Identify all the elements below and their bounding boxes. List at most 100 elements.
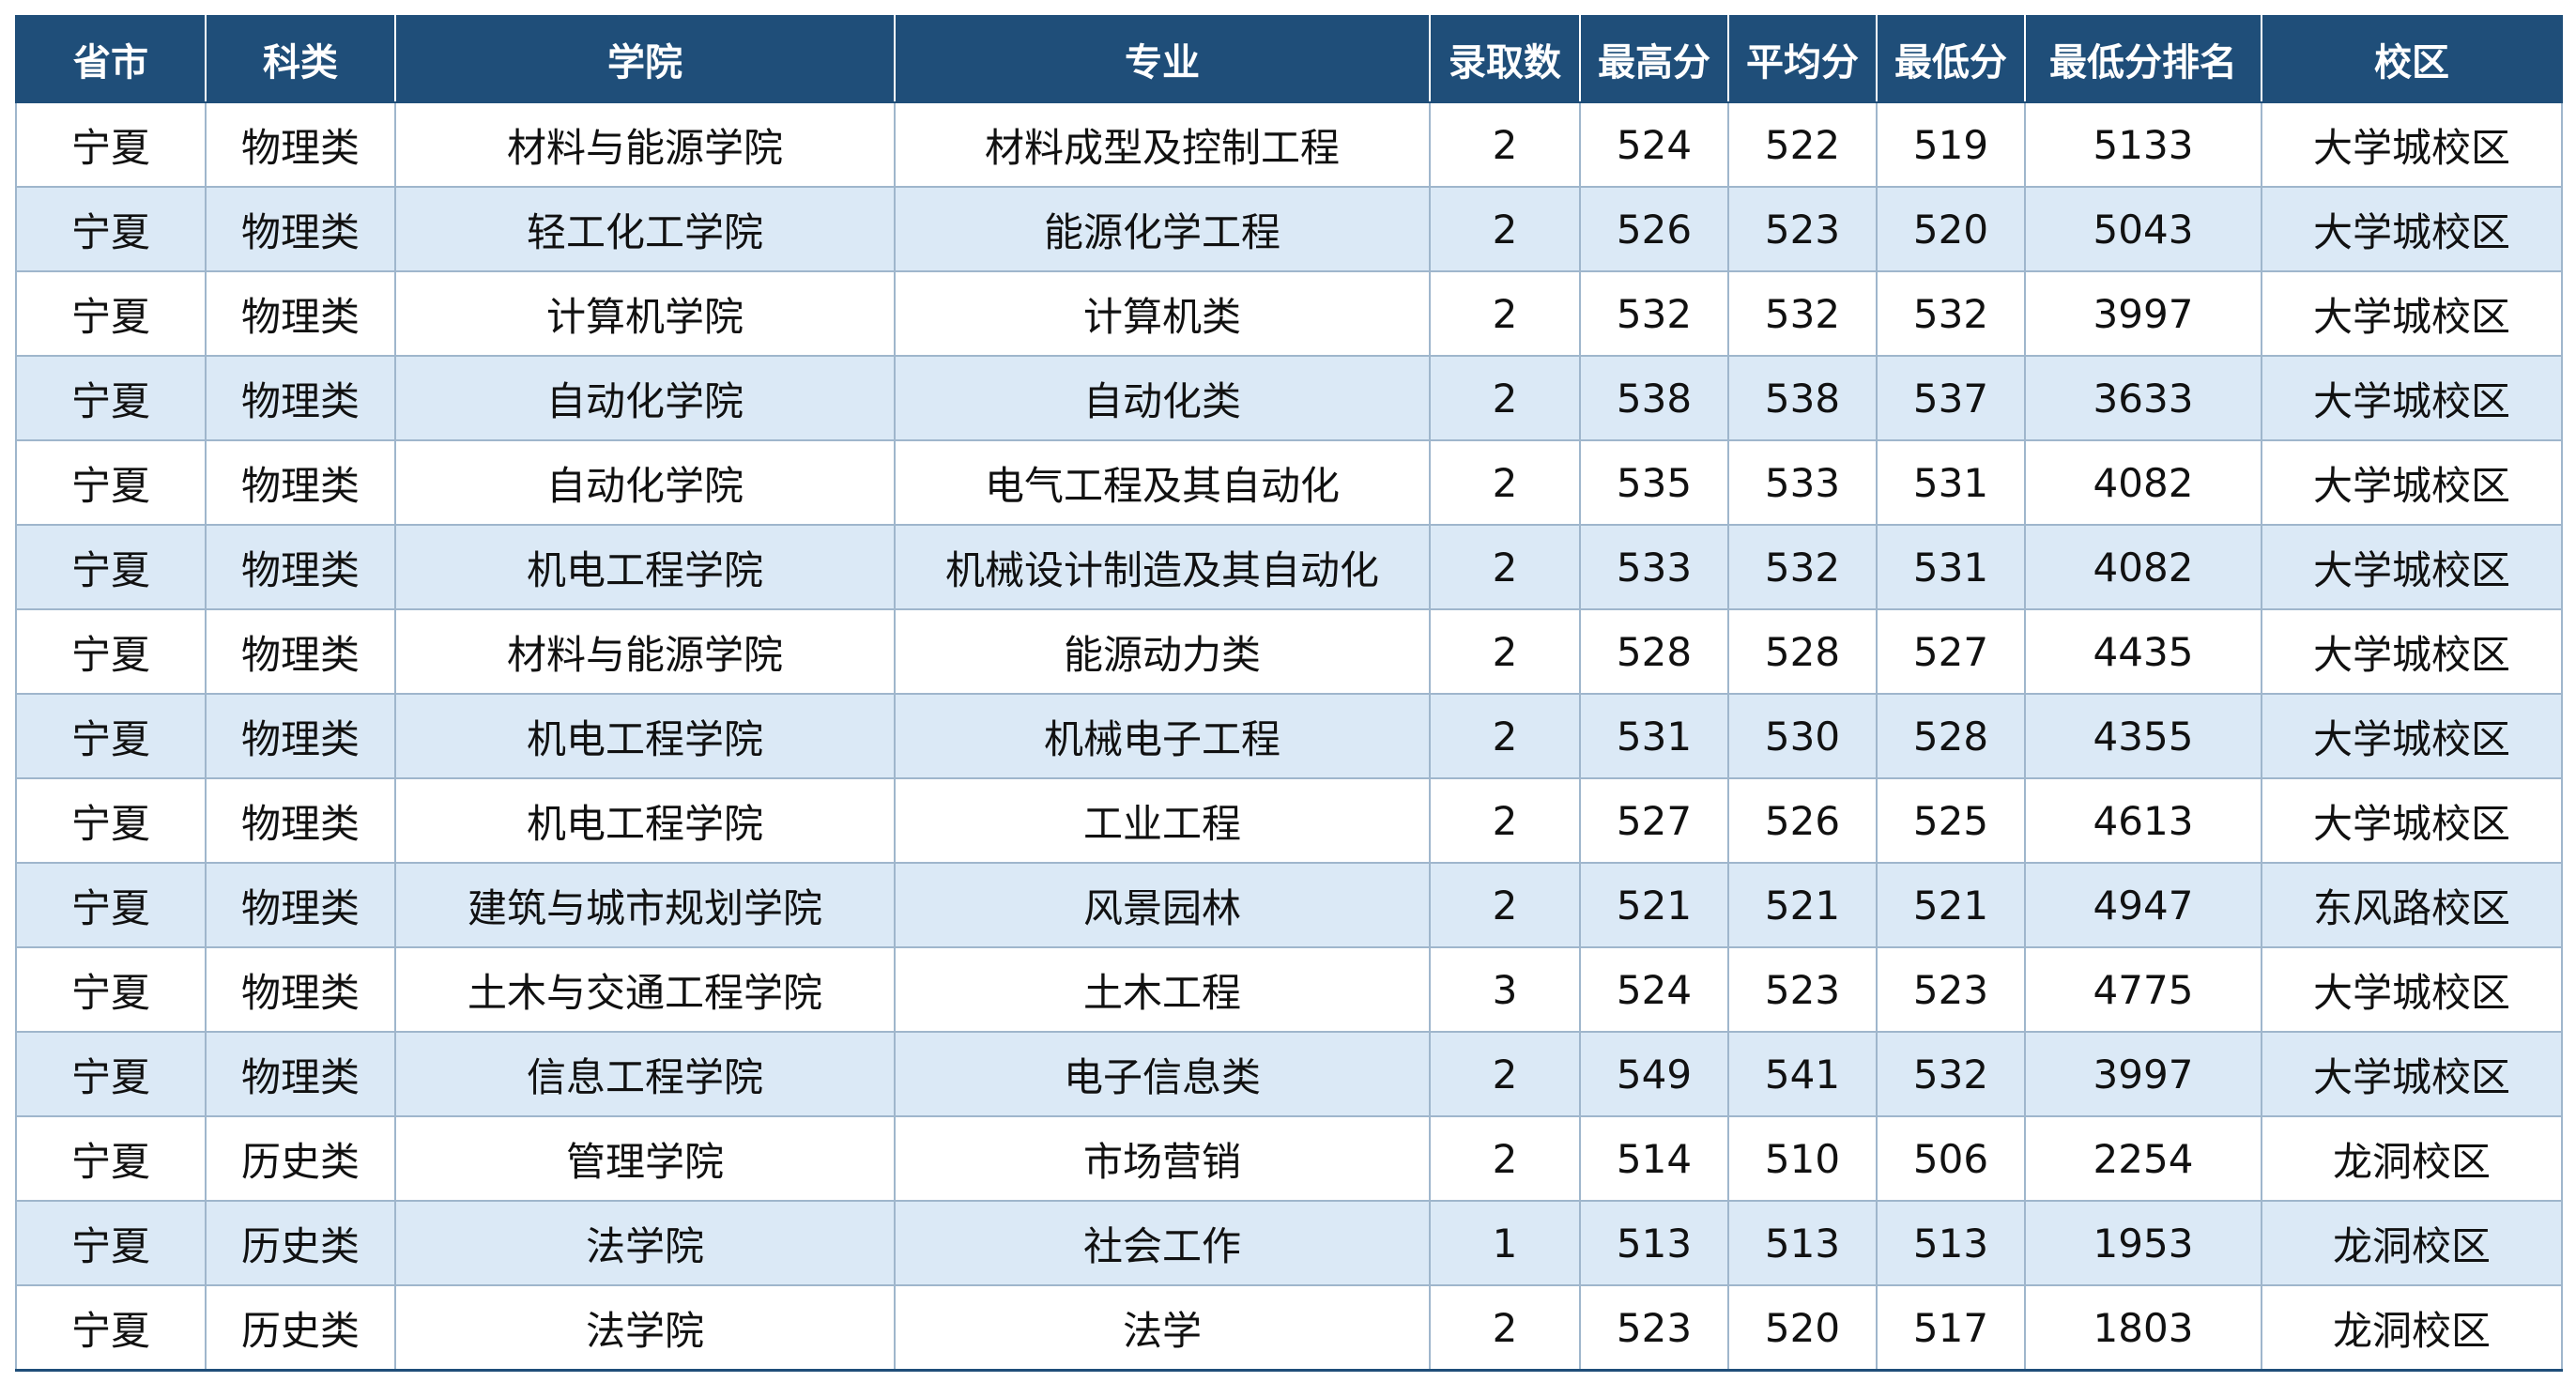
cell-lowest-score-rank: 1803: [2024, 1284, 2262, 1372]
cell-province: 宁夏: [15, 439, 207, 526]
header-admitted-count: 录取数: [1429, 15, 1581, 103]
cell-major: 社会工作: [894, 1200, 1431, 1286]
cell-lowest-score: 532: [1876, 1031, 2026, 1117]
table-row: 宁夏 物理类 机电工程学院 机械电子工程 2 531 530 528 4355 大学城校区: [15, 693, 2563, 779]
table-row: 宁夏 物理类 机电工程学院 工业工程 2 527 526 525 4613 大学城校区: [15, 777, 2563, 864]
cell-province: 宁夏: [15, 270, 207, 357]
cell-province: 宁夏: [15, 1115, 207, 1202]
cell-highest-score: 526: [1579, 186, 1729, 272]
cell-admitted-count: 2: [1429, 1115, 1581, 1202]
cell-campus: 龙洞校区: [2261, 1200, 2563, 1286]
table-row: 宁夏 物理类 材料与能源学院 能源动力类 2 528 528 527 4435 大学城校区: [15, 608, 2563, 695]
cell-lowest-score-rank: 3997: [2024, 270, 2262, 357]
cell-lowest-score-rank: 3633: [2024, 355, 2262, 441]
table-row: 宁夏 物理类 计算机学院 计算机类 2 532 532 532 3997 大学城校区: [15, 270, 2563, 357]
cell-subject-category: 历史类: [205, 1115, 396, 1202]
table-row: 宁夏 物理类 自动化学院 自动化类 2 538 538 537 3633 大学城校区: [15, 355, 2563, 441]
cell-admitted-count: 2: [1429, 270, 1581, 357]
cell-subject-category: 物理类: [205, 439, 396, 526]
table-row: 宁夏 物理类 机电工程学院 机械设计制造及其自动化 2 533 532 531 4082 大学城校…: [15, 524, 2563, 610]
cell-major: 风景园林: [894, 862, 1431, 948]
cell-admitted-count: 2: [1429, 1031, 1581, 1117]
cell-highest-score: 535: [1579, 439, 1729, 526]
cell-campus: 大学城校区: [2261, 101, 2563, 188]
table-header: 省市 科类 学院 专业 录取数 最高分 平均分 最低分 最低分排名 校区: [15, 15, 2563, 103]
cell-province: 宁夏: [15, 1200, 207, 1286]
cell-subject-category: 物理类: [205, 355, 396, 441]
cell-lowest-score: 519: [1876, 101, 2026, 188]
cell-average-score: 528: [1727, 608, 1878, 695]
table-row: 宁夏 历史类 法学院 法学 2 523 520 517 1803 龙洞校区: [15, 1284, 2563, 1372]
header-major: 专业: [894, 15, 1431, 103]
cell-subject-category: 物理类: [205, 101, 396, 188]
cell-lowest-score: 521: [1876, 862, 2026, 948]
table-row: 宁夏 历史类 管理学院 市场营销 2 514 510 506 2254 龙洞校区: [15, 1115, 2563, 1202]
cell-province: 宁夏: [15, 186, 207, 272]
cell-college: 轻工化工学院: [394, 186, 896, 272]
cell-major: 计算机类: [894, 270, 1431, 357]
cell-average-score: 510: [1727, 1115, 1878, 1202]
cell-subject-category: 物理类: [205, 608, 396, 695]
cell-major: 机械设计制造及其自动化: [894, 524, 1431, 610]
table-row: 宁夏 历史类 法学院 社会工作 1 513 513 513 1953 龙洞校区: [15, 1200, 2563, 1286]
cell-average-score: 532: [1727, 524, 1878, 610]
cell-lowest-score-rank: 1953: [2024, 1200, 2262, 1286]
cell-lowest-score-rank: 5133: [2024, 101, 2262, 188]
table-row: 宁夏 物理类 信息工程学院 电子信息类 2 549 541 532 3997 大学城校区: [15, 1031, 2563, 1117]
cell-highest-score: 532: [1579, 270, 1729, 357]
cell-average-score: 532: [1727, 270, 1878, 357]
cell-average-score: 541: [1727, 1031, 1878, 1117]
cell-college: 法学院: [394, 1200, 896, 1286]
cell-average-score: 521: [1727, 862, 1878, 948]
cell-average-score: 523: [1727, 186, 1878, 272]
cell-average-score: 523: [1727, 946, 1878, 1033]
table-row: 宁夏 物理类 轻工化工学院 能源化学工程 2 526 523 520 5043 大学城校区: [15, 186, 2563, 272]
cell-subject-category: 物理类: [205, 1031, 396, 1117]
cell-major: 工业工程: [894, 777, 1431, 864]
cell-college: 建筑与城市规划学院: [394, 862, 896, 948]
cell-lowest-score-rank: 5043: [2024, 186, 2262, 272]
cell-lowest-score-rank: 4082: [2024, 439, 2262, 526]
cell-highest-score: 524: [1579, 946, 1729, 1033]
cell-lowest-score: 531: [1876, 524, 2026, 610]
cell-average-score: 513: [1727, 1200, 1878, 1286]
table-row: 宁夏 物理类 自动化学院 电气工程及其自动化 2 535 533 531 4082 大学城校区: [15, 439, 2563, 526]
cell-subject-category: 历史类: [205, 1284, 396, 1372]
cell-average-score: 533: [1727, 439, 1878, 526]
cell-admitted-count: 2: [1429, 1284, 1581, 1372]
cell-major: 法学: [894, 1284, 1431, 1372]
cell-admitted-count: 2: [1429, 355, 1581, 441]
cell-province: 宁夏: [15, 355, 207, 441]
cell-admitted-count: 2: [1429, 101, 1581, 188]
cell-campus: 大学城校区: [2261, 439, 2563, 526]
cell-college: 计算机学院: [394, 270, 896, 357]
cell-major: 电子信息类: [894, 1031, 1431, 1117]
cell-lowest-score: 520: [1876, 186, 2026, 272]
cell-campus: 龙洞校区: [2261, 1284, 2563, 1372]
cell-campus: 大学城校区: [2261, 693, 2563, 779]
cell-college: 机电工程学院: [394, 693, 896, 779]
cell-campus: 东风路校区: [2261, 862, 2563, 948]
cell-college: 信息工程学院: [394, 1031, 896, 1117]
cell-admitted-count: 2: [1429, 777, 1581, 864]
cell-subject-category: 物理类: [205, 862, 396, 948]
cell-lowest-score-rank: 4613: [2024, 777, 2262, 864]
cell-major: 能源动力类: [894, 608, 1431, 695]
admission-scores-table: 省市 科类 学院 专业 录取数 最高分 平均分 最低分 最低分排名 校区 宁夏物…: [15, 15, 2563, 1372]
cell-lowest-score: 523: [1876, 946, 2026, 1033]
cell-lowest-score: 531: [1876, 439, 2026, 526]
cell-admitted-count: 2: [1429, 608, 1581, 695]
cell-subject-category: 历史类: [205, 1200, 396, 1286]
header-lowest-score-rank: 最低分排名: [2024, 15, 2262, 103]
header-subject-category: 科类: [205, 15, 396, 103]
cell-admitted-count: 2: [1429, 186, 1581, 272]
table-body: 宁夏 物理类 材料与能源学院 材料成型及控制工程 2 524 522 519 5133 大学城校区…: [15, 101, 2563, 1372]
cell-campus: 大学城校区: [2261, 946, 2563, 1033]
cell-lowest-score: 525: [1876, 777, 2026, 864]
cell-province: 宁夏: [15, 693, 207, 779]
cell-province: 宁夏: [15, 1031, 207, 1117]
cell-average-score: 520: [1727, 1284, 1878, 1372]
cell-major: 能源化学工程: [894, 186, 1431, 272]
cell-lowest-score: 528: [1876, 693, 2026, 779]
cell-major: 市场营销: [894, 1115, 1431, 1202]
